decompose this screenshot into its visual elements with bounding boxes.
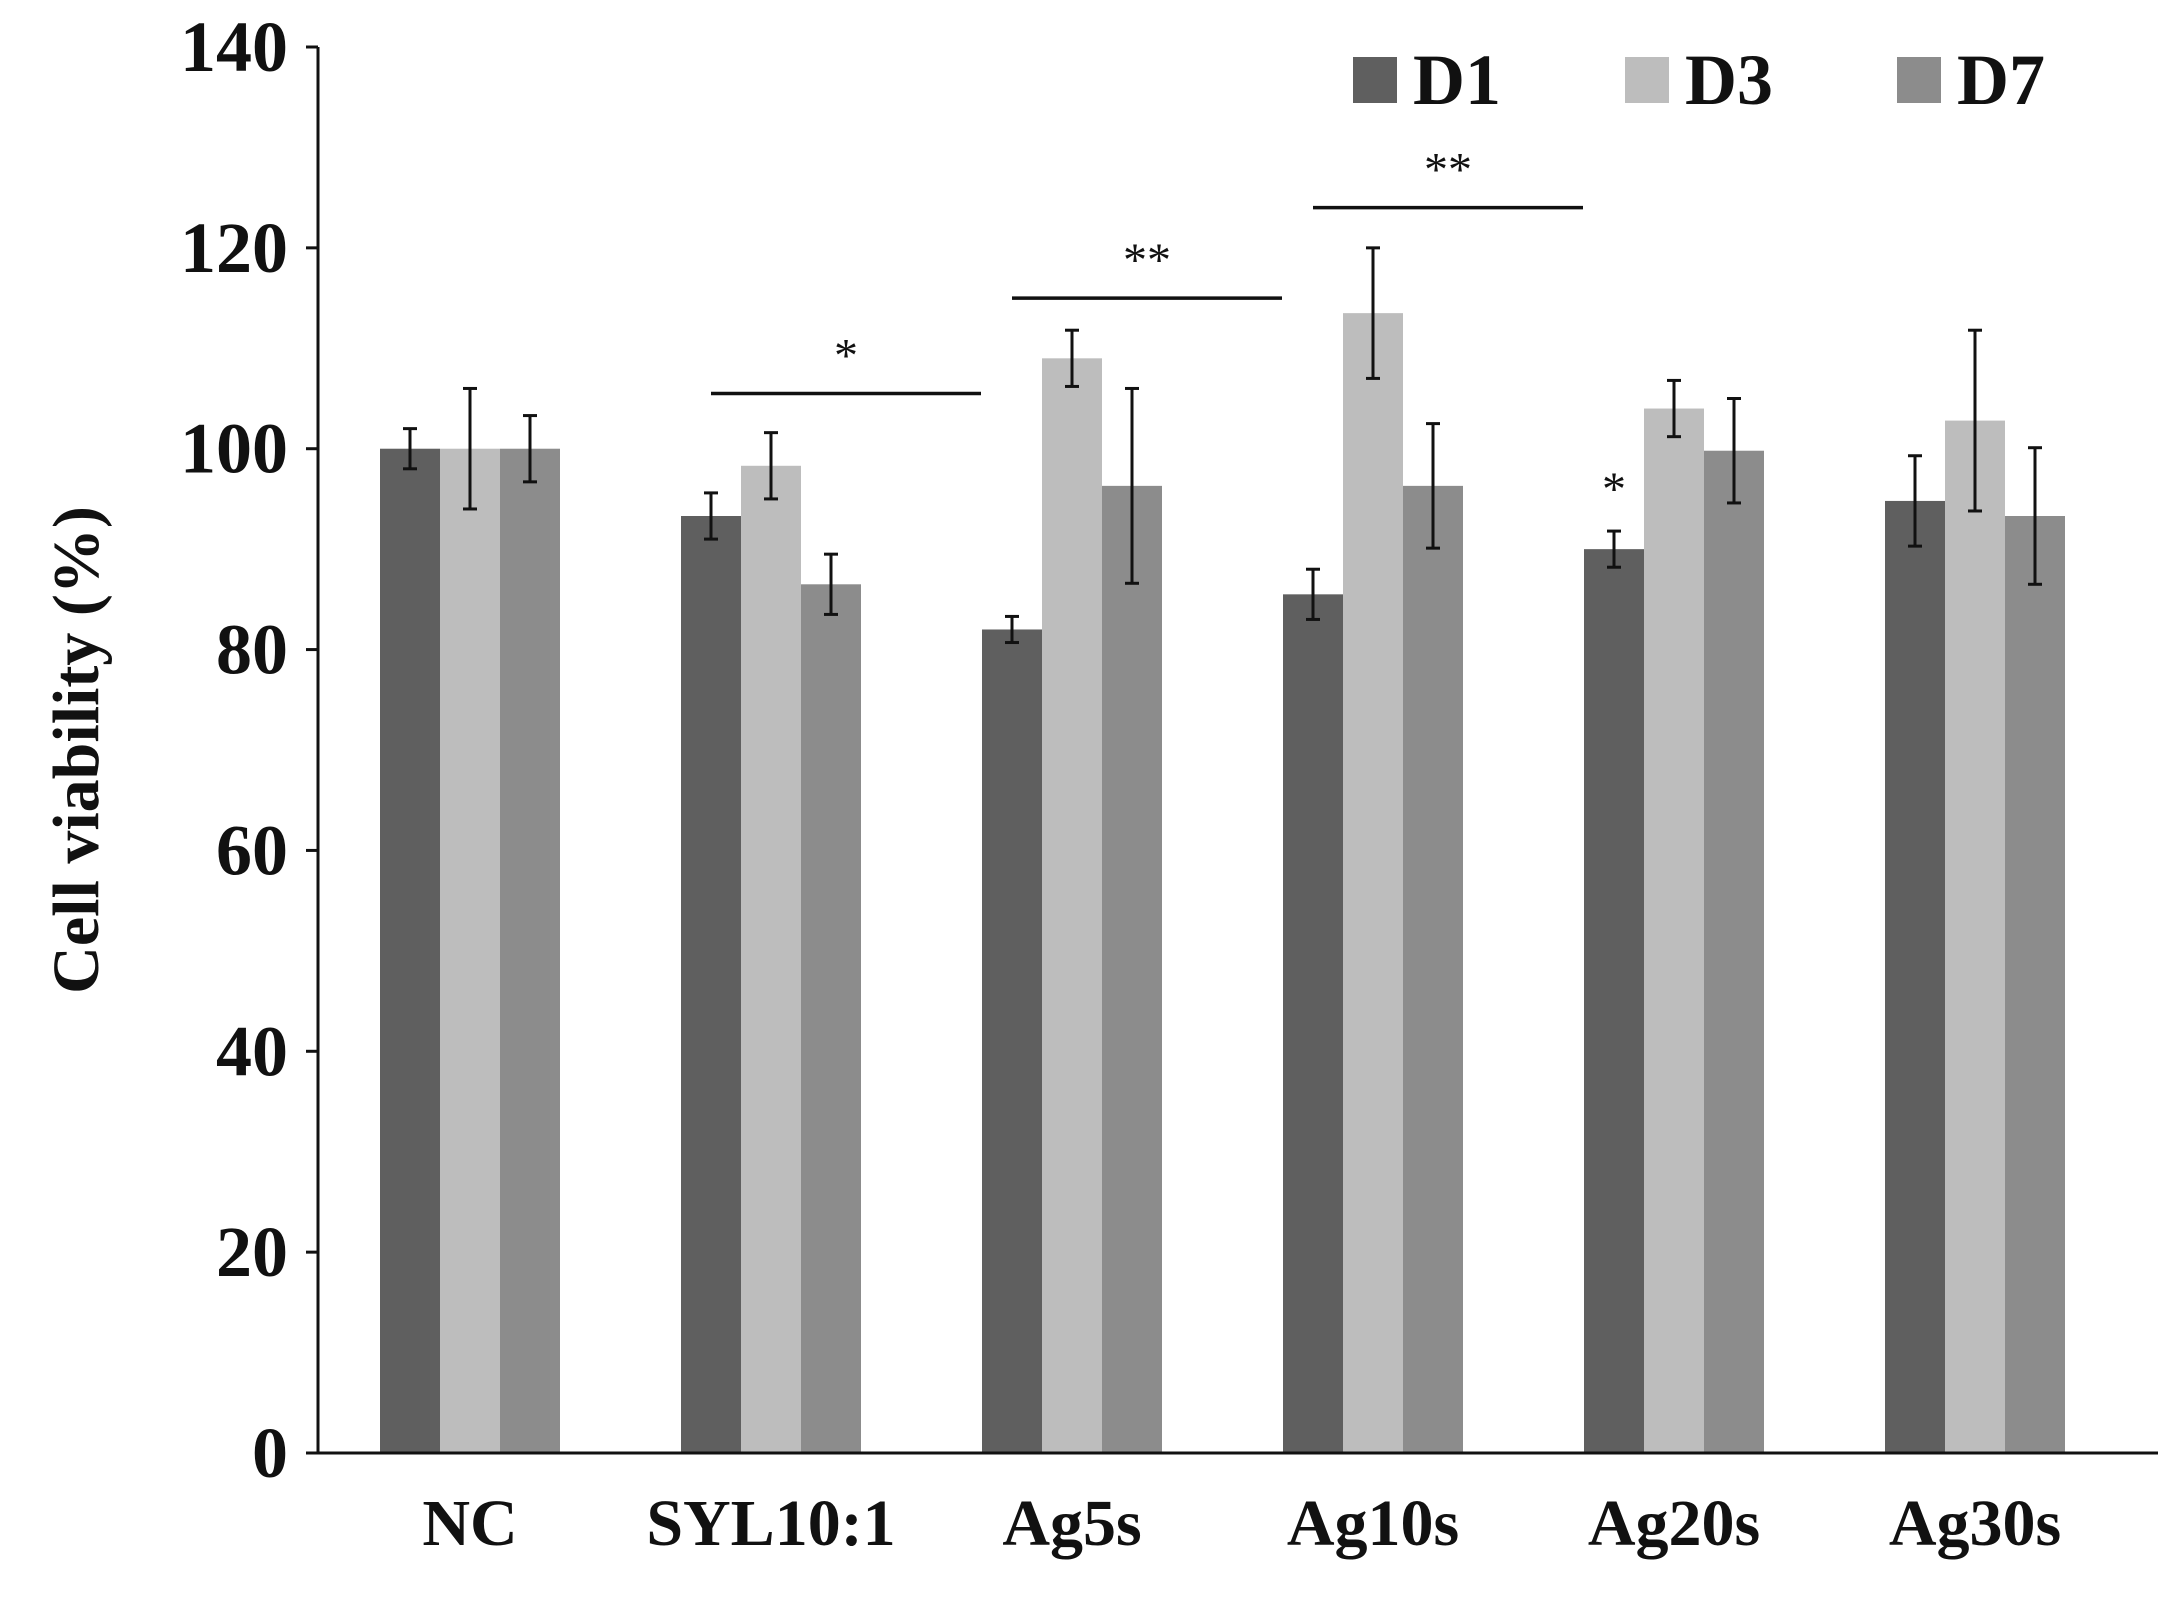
x-category-label: NC: [422, 1487, 517, 1560]
y-tick-label: 120: [180, 208, 288, 288]
bars-layer: [380, 313, 2065, 1454]
bar-d1-1: [681, 516, 741, 1453]
bar-d3-0: [440, 448, 500, 1453]
legend-label-d1: D1: [1413, 40, 1501, 120]
y-axis-title: Cell viability (%): [40, 506, 113, 994]
bar-d7-1: [801, 584, 861, 1453]
bar-d7-2: [1102, 485, 1162, 1453]
significance-label-1: **: [1123, 234, 1171, 287]
legend-label-d7: D7: [1957, 40, 2045, 120]
bar-d1-3: [1283, 594, 1343, 1453]
bar-d1-4: [1584, 549, 1644, 1453]
y-tick-label: 140: [180, 7, 288, 87]
annotations-layer: ******: [711, 144, 1626, 516]
bar-d7-3: [1403, 485, 1463, 1453]
axes-layer: 0 20 40 60 80 100 120 140 NC SYL10:1 Ag5s Ag10s Ag20…: [40, 7, 2158, 1560]
bar-d3-4: [1644, 408, 1704, 1453]
y-tick-label: 100: [180, 409, 288, 489]
x-category-label: Ag20s: [1588, 1487, 1760, 1560]
y-tick-label: 60: [216, 810, 288, 890]
bar-d7-4: [1704, 450, 1764, 1453]
bar-d7-0: [500, 448, 560, 1453]
bar-d3-1: [741, 465, 801, 1454]
bar-d7-5: [2005, 516, 2065, 1453]
error-bars-layer: [403, 246, 2042, 645]
x-category-label: Ag5s: [1002, 1487, 1141, 1560]
significance-label-0: *: [834, 329, 858, 382]
x-category-label: SYL10:1: [646, 1487, 895, 1560]
bar-d1-0: [380, 448, 440, 1453]
significance-label-3: *: [1602, 463, 1626, 516]
y-tick-label: 20: [216, 1212, 288, 1292]
legend-swatch-d1: [1353, 57, 1397, 103]
x-category-label: Ag30s: [1889, 1487, 2061, 1560]
legend-label-d3: D3: [1685, 40, 1773, 120]
y-tick-label: 0: [252, 1413, 288, 1493]
y-tick-label: 40: [216, 1011, 288, 1091]
x-category-label: Ag10s: [1287, 1487, 1459, 1560]
legend-swatch-d7: [1897, 57, 1941, 103]
bar-d3-3: [1343, 313, 1403, 1453]
significance-label-2: **: [1424, 144, 1472, 197]
legend: D1 D3 D7: [1353, 40, 2045, 120]
bar-d1-5: [1885, 500, 1945, 1453]
bar-d3-2: [1042, 358, 1102, 1453]
bar-d1-2: [982, 629, 1042, 1453]
bar-d3-5: [1945, 420, 2005, 1454]
y-tick-label: 80: [216, 610, 288, 690]
legend-swatch-d3: [1625, 57, 1669, 103]
